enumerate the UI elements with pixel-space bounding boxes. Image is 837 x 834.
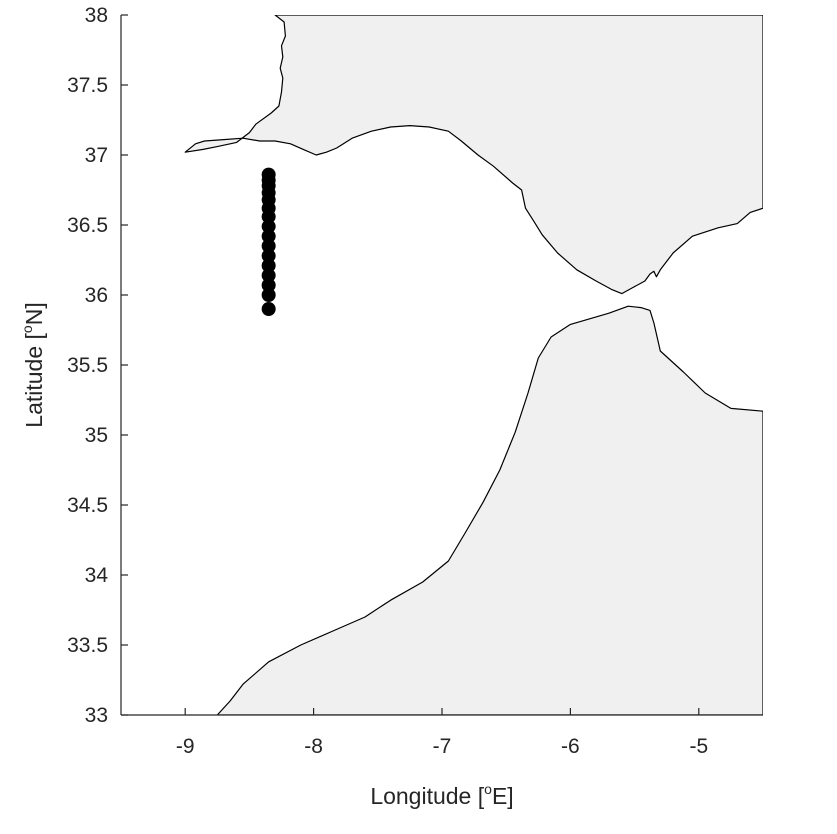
land-africa bbox=[216, 305, 763, 715]
y-axis-ticks: 33 33.5 34 34.5 35 35.5 36 36.5 37 37.5 38 bbox=[67, 4, 128, 727]
land-iberia bbox=[184, 15, 763, 295]
y-tick-label: 34 bbox=[85, 564, 109, 587]
y-tick-label: 35.5 bbox=[67, 354, 108, 377]
x-axis-ticks: -9 -8 -7 -6 -5 bbox=[176, 708, 708, 758]
station-marker bbox=[261, 278, 276, 293]
x-tick-label: -5 bbox=[689, 735, 708, 758]
y-tick-label: 37.5 bbox=[67, 74, 108, 97]
station-marker bbox=[261, 258, 276, 273]
station-marker bbox=[261, 239, 276, 253]
y-axis-title: Latitude [oN] bbox=[19, 302, 47, 427]
y-tick-label: 33 bbox=[85, 704, 108, 727]
y-tick-label: 37 bbox=[85, 144, 108, 167]
station-marker bbox=[261, 167, 276, 182]
x-tick-label: -9 bbox=[176, 735, 195, 758]
station-marker bbox=[261, 229, 276, 244]
y-tick-label: 38 bbox=[85, 4, 108, 27]
y-tick-label: 34.5 bbox=[67, 494, 108, 517]
y-tick-label: 35 bbox=[85, 424, 108, 447]
station-marker bbox=[261, 268, 276, 283]
x-tick-label: -7 bbox=[433, 735, 452, 758]
station-marker bbox=[261, 219, 276, 234]
x-tick-label: -8 bbox=[304, 735, 323, 758]
station-marker bbox=[261, 288, 276, 302]
station-marker bbox=[261, 302, 276, 316]
x-tick-label: -6 bbox=[561, 735, 580, 758]
y-tick-label: 36.5 bbox=[67, 214, 108, 237]
station-marker bbox=[261, 248, 276, 263]
station-markers bbox=[261, 167, 276, 316]
y-tick-label: 33.5 bbox=[67, 634, 108, 657]
x-axis-title: Longitude [oE] bbox=[370, 781, 513, 809]
y-tick-label: 36 bbox=[85, 284, 108, 307]
